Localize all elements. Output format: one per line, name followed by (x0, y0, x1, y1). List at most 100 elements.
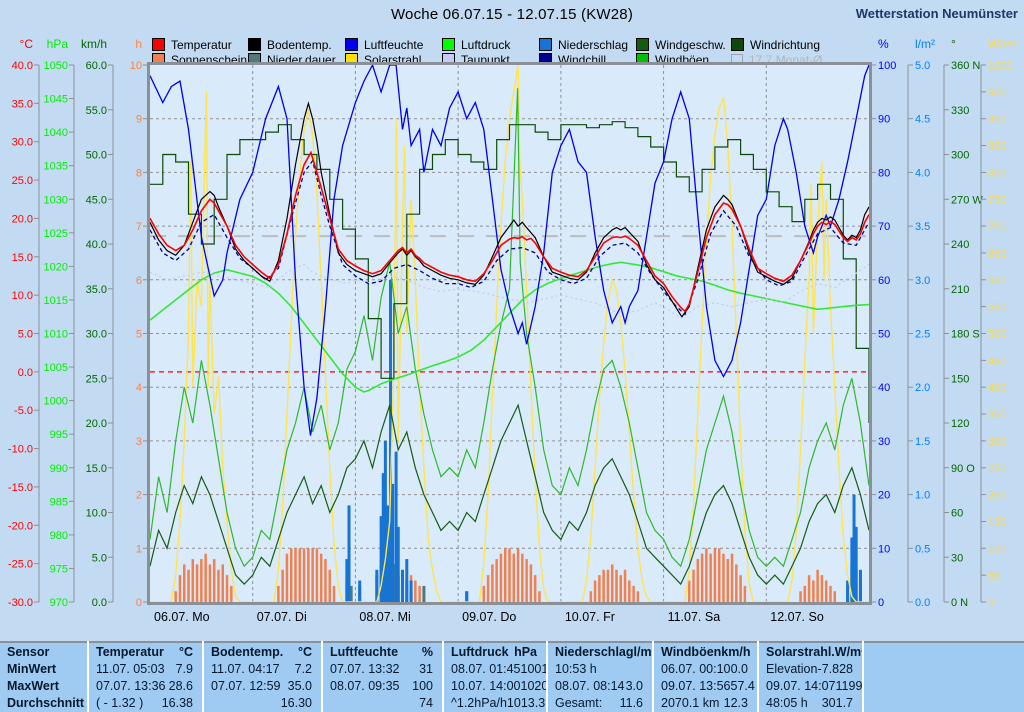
stats-row-durchschnitt: Durchschnitt ( - 1.32 ) 16.38 16.30 74 ^1.2hP… (0, 694, 1024, 712)
svg-text:1035: 1035 (44, 161, 68, 173)
svg-text:55.0: 55.0 (86, 105, 107, 117)
svg-text:25.0: 25.0 (86, 373, 107, 385)
legend-color-swatch (731, 38, 744, 51)
svg-text:7: 7 (136, 221, 142, 233)
stats-cell-text: 11.07. 05:03 (96, 661, 165, 676)
svg-text:-30.0: -30.0 (8, 597, 33, 609)
stats-cell-value: 1020.6 (520, 679, 547, 694)
legend-item-windrichtung[interactable]: Windrichtung (731, 38, 820, 52)
legend-item-label: Niederschlag (558, 37, 629, 52)
axis-pct: % 0 10 20 30 40 50 60 70 80 90 100 (871, 37, 896, 609)
stats-cell: Temperatur °C (87, 642, 203, 661)
x-axis-label: 11.07. Sa (668, 610, 721, 624)
stats-cell-text: 08.07. 09:35 (330, 679, 400, 694)
stats-cell-empty (862, 694, 1024, 712)
svg-text:1.5: 1.5 (915, 436, 930, 448)
stats-cell-value: °C (297, 644, 312, 659)
svg-text:20: 20 (878, 490, 890, 502)
svg-text:0.0: 0.0 (18, 367, 33, 379)
stats-cell-empty (862, 642, 1024, 661)
x-axis-label: 12.07. So (770, 610, 824, 624)
legend-item-windgeschw-[interactable]: Windgeschw. (636, 38, 726, 52)
axis-unit-pct: % (878, 37, 889, 51)
stats-cell-text: 09.07. 14:07 (766, 679, 836, 694)
svg-text:1.0: 1.0 (915, 490, 930, 502)
axis-unit-deg: ° (951, 37, 956, 51)
stats-cell-value: 1013.3 (506, 696, 546, 711)
stats-cell-empty (862, 677, 1024, 695)
stats-cell-text: 10:53 h (555, 661, 597, 676)
stats-cell: 07.07. 12:59 35.0 (202, 677, 322, 695)
series-windgeschw- (149, 403, 870, 586)
legend-item-luftdruck[interactable]: Luftdruck (442, 37, 511, 52)
stats-cell-value: 7.9 (175, 661, 193, 676)
svg-text:1020: 1020 (44, 261, 68, 273)
svg-text:2.5: 2.5 (915, 329, 930, 341)
stats-cell-text: 48:05 h (766, 696, 808, 711)
svg-text:0.0: 0.0 (92, 597, 107, 609)
stats-cell-value: °C (178, 644, 193, 659)
svg-text:995: 995 (50, 429, 68, 441)
x-axis-label: 10.07. Fr (565, 610, 615, 624)
stats-row-label: MaxWert (7, 679, 59, 694)
svg-text:15.0: 15.0 (86, 463, 107, 475)
svg-text:60.0: 60.0 (86, 60, 107, 72)
svg-text:985: 985 (50, 496, 68, 508)
legend-item-niederschlag[interactable]: Niederschlag (539, 37, 629, 52)
svg-text:40: 40 (878, 382, 890, 394)
svg-text:8: 8 (136, 167, 142, 179)
legend-item-label: Luftdruck (461, 37, 511, 52)
stats-cell-value: 11.6 (619, 696, 643, 711)
svg-text:3: 3 (136, 436, 142, 448)
stats-row-label: Durchschnitt (7, 696, 85, 711)
svg-text:100: 100 (988, 543, 1006, 555)
stats-cell-text: Windböen (661, 644, 722, 659)
axis-unit-hpa: hPa (47, 37, 69, 51)
svg-text:1045: 1045 (44, 94, 68, 106)
legend-item-luftfeuchte[interactable]: Luftfeuchte (345, 38, 423, 52)
svg-text:3.5: 3.5 (915, 221, 930, 233)
stats-cell-value: 1199 (835, 679, 863, 694)
svg-text:800: 800 (988, 167, 1006, 179)
axis-temp: °C -30.0 -25.0 -20.0 -15.0 -10.0 -5.0 0.0 5.0 10.… (8, 37, 40, 609)
svg-text:270 W: 270 W (951, 194, 983, 206)
stats-cell-value: 31 (419, 661, 433, 676)
stats-cell: 09.07. 14:07 1199 (757, 677, 863, 695)
svg-text:5.0: 5.0 (92, 552, 107, 564)
series-bodentemp- (149, 101, 870, 318)
stats-row-maxwert: MaxWert 07.07. 13:36 28.6 07.07. 12:59 35.0 0… (0, 677, 1024, 695)
stats-cell-value: 7.2 (294, 661, 312, 676)
stats-cell-value: 16.30 (280, 696, 312, 711)
series-sonnenschein (174, 548, 837, 602)
svg-text:25.0: 25.0 (12, 175, 33, 187)
svg-text:90: 90 (878, 114, 890, 126)
svg-text:20.0: 20.0 (12, 213, 33, 225)
stats-cell: Bodentemp. °C (202, 642, 322, 661)
stats-cell-value: 28.6 (168, 679, 193, 694)
svg-text:4.5: 4.5 (915, 114, 930, 126)
svg-text:990: 990 (50, 463, 68, 475)
svg-text:30.0: 30.0 (86, 329, 107, 341)
stats-cell: 06.07. 00:10 0.0 (652, 660, 758, 678)
svg-text:40.0: 40.0 (12, 60, 33, 72)
legend-color-swatch (539, 38, 552, 51)
svg-text:30: 30 (878, 436, 890, 448)
stats-cell-value: 0.0 (730, 661, 748, 676)
svg-text:70: 70 (878, 221, 890, 233)
legend-item-bodentemp-[interactable]: Bodentemp. (248, 38, 332, 52)
svg-text:-5.0: -5.0 (14, 405, 33, 417)
svg-text:9: 9 (136, 114, 142, 126)
legend-color-swatch (636, 38, 649, 51)
svg-text:1040: 1040 (44, 127, 68, 139)
svg-text:0: 0 (988, 597, 994, 609)
stats-cell-text: Gesamt: (555, 696, 603, 711)
svg-text:4.0: 4.0 (915, 167, 930, 179)
svg-text:-10.0: -10.0 (8, 444, 33, 456)
stats-cell: 48:05 h 301.7 (757, 694, 863, 712)
legend-item-temperatur[interactable]: Temperatur (152, 38, 232, 52)
stats-cell: 2070.1 km 12.3 (652, 694, 758, 712)
svg-text:1050: 1050 (44, 60, 68, 72)
stats-cell-text: 2070.1 km (661, 696, 720, 711)
svg-text:2: 2 (136, 490, 142, 502)
